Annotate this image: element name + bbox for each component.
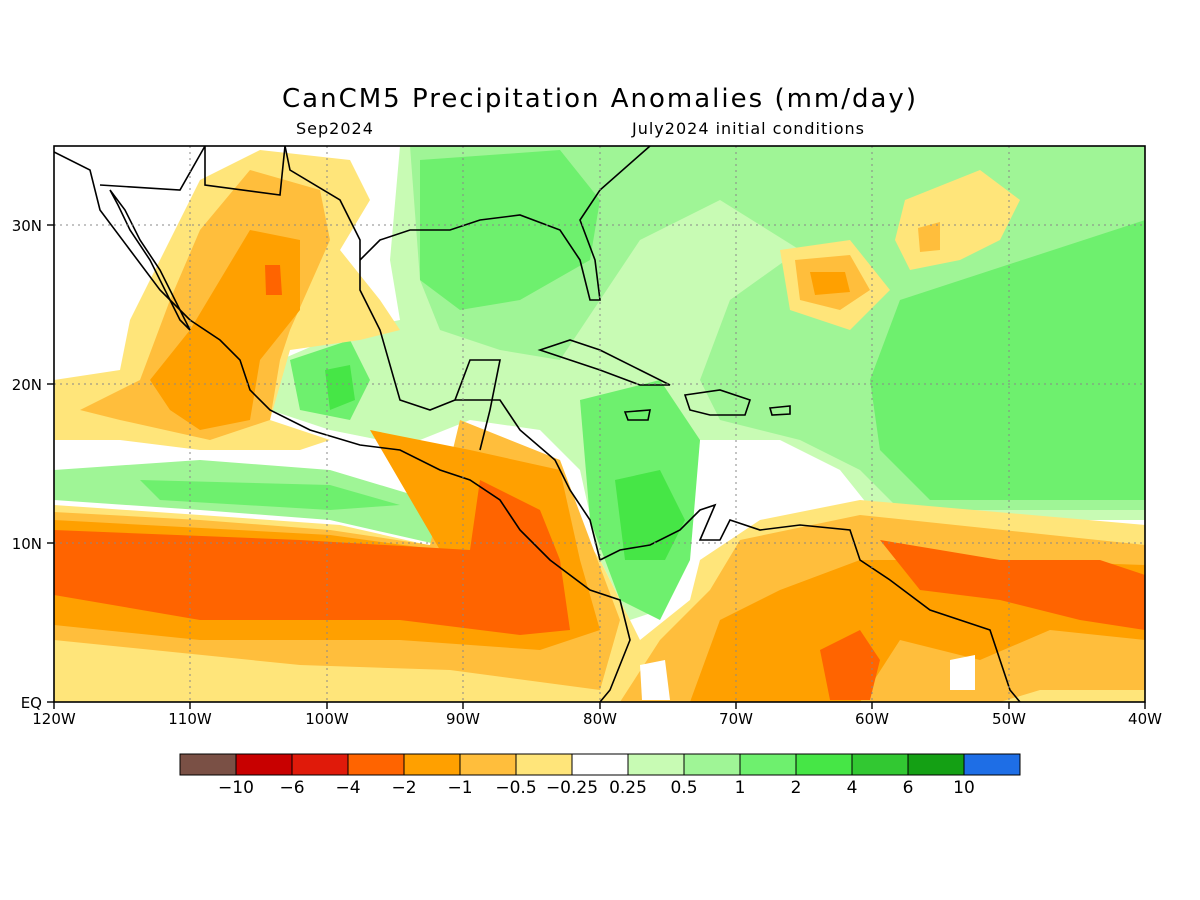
colorbar-swatch xyxy=(627,753,685,776)
colorbar-swatch xyxy=(291,753,349,776)
colorbar-label: −0.25 xyxy=(546,778,598,798)
colorbar-swatch xyxy=(571,753,629,776)
colorbar-swatch xyxy=(235,753,293,776)
coastline-cuba xyxy=(537,339,671,386)
field-orange-atlantic-blob xyxy=(810,272,850,295)
colorbar-swatch xyxy=(179,753,237,776)
colorbar-swatch xyxy=(683,753,741,776)
colorbar-label: 4 xyxy=(847,778,858,798)
colorbar-swatch xyxy=(739,753,797,776)
colorbar-swatch xyxy=(963,753,1021,776)
lon-label: 60W xyxy=(855,710,889,728)
field-white-colombia xyxy=(640,660,670,700)
colorbar-label: 1 xyxy=(735,778,746,798)
coastline-baja xyxy=(109,189,191,331)
lat-label: EQ xyxy=(21,694,42,712)
colorbar-label: −1 xyxy=(447,778,472,798)
field-green-gulf xyxy=(420,150,600,310)
coastline-us-gulf xyxy=(359,146,651,301)
lon-label: 40W xyxy=(1128,710,1162,728)
field-orange-mexico xyxy=(150,230,300,430)
colorbar-label: −4 xyxy=(335,778,360,798)
coastline-south-america xyxy=(599,503,1021,702)
subtitle-initial-conditions: July2024 initial conditions xyxy=(632,119,865,138)
field-orange-red-south-america-west xyxy=(820,630,880,700)
field-orange-red-pacific xyxy=(54,480,570,635)
field-green-east xyxy=(870,220,1145,500)
colorbar-label: −0.5 xyxy=(495,778,536,798)
coastline-puerto-rico xyxy=(768,405,791,416)
field-light-orange-ne xyxy=(918,222,940,252)
lon-label: 70W xyxy=(719,710,753,728)
lon-label: 100W xyxy=(305,710,349,728)
coastlines xyxy=(54,146,1021,702)
field-bright-green-caribbean xyxy=(615,470,685,560)
gridlines xyxy=(54,146,1145,702)
colorbar-label: −6 xyxy=(279,778,304,798)
map-title: CanCM5 Precipitation Anomalies (mm/day) xyxy=(282,84,918,114)
coastline-hispaniola xyxy=(683,389,752,416)
lon-label: 80W xyxy=(583,710,617,728)
field-orange-red-mexico xyxy=(265,265,282,295)
coastline-mexico-pacific xyxy=(54,151,631,702)
colorbar: −10 −6 −4 −2 −1 −0.5 −0.25 0.25 0.5 1 2 4 6 10 xyxy=(179,753,1021,798)
lat-label: 20N xyxy=(12,376,42,394)
longitude-labels: 120W 110W 100W 90W 80W 70W 60W 50W 40W xyxy=(32,710,1162,728)
field-white-guiana xyxy=(950,655,975,690)
border-us-mexico xyxy=(99,146,286,196)
subtitle-month: Sep2024 xyxy=(296,119,374,138)
colorbar-swatch xyxy=(515,753,573,776)
coastline-jamaica xyxy=(623,409,651,421)
colorbar-swatch xyxy=(851,753,909,776)
lat-label: 30N xyxy=(12,217,42,235)
colorbar-swatch xyxy=(347,753,405,776)
coastline-central-america xyxy=(455,399,601,561)
colorbar-label: 0.5 xyxy=(670,778,697,798)
lon-label: 90W xyxy=(446,710,480,728)
colorbar-label: 6 xyxy=(903,778,914,798)
colorbar-label: −10 xyxy=(218,778,254,798)
colorbar-swatch xyxy=(795,753,853,776)
field-green-pacific-band xyxy=(140,480,400,510)
colorbar-label: −2 xyxy=(391,778,416,798)
latitude-labels: EQ 10N 20N 30N xyxy=(12,217,42,712)
lat-label: 10N xyxy=(12,535,42,553)
coastline-gulf xyxy=(284,146,501,451)
field-orange-red-south-america-east xyxy=(880,540,1145,630)
field-bright-green-campeche xyxy=(325,365,355,410)
colorbar-label: 0.25 xyxy=(609,778,647,798)
tick-marks xyxy=(47,224,1146,709)
lon-label: 110W xyxy=(168,710,212,728)
lon-label: 50W xyxy=(992,710,1026,728)
lon-label: 120W xyxy=(32,710,76,728)
colorbar-swatch xyxy=(907,753,965,776)
colorbar-swatch xyxy=(403,753,461,776)
colorbar-label: 10 xyxy=(953,778,975,798)
colorbar-swatch xyxy=(459,753,517,776)
anomaly-field xyxy=(54,146,1145,702)
colorbar-label: 2 xyxy=(791,778,802,798)
